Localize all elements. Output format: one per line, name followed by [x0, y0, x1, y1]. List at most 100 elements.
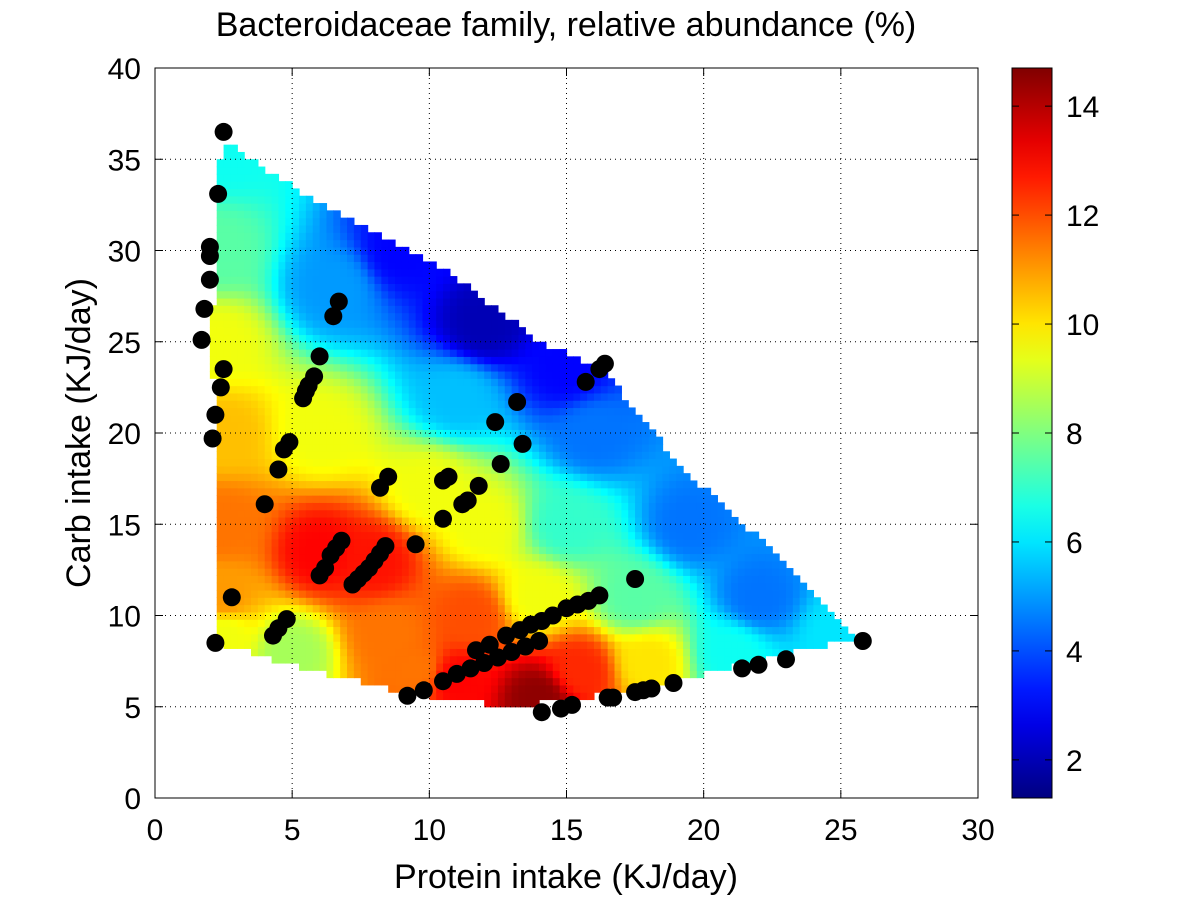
heat-cell	[436, 283, 444, 292]
heat-cell	[772, 604, 780, 613]
heat-cell	[299, 487, 307, 496]
heat-cell	[305, 655, 314, 664]
heat-cell	[607, 400, 616, 409]
heat-cell	[765, 568, 773, 576]
heat-cell	[566, 509, 574, 518]
heat-cell	[600, 655, 609, 664]
heat-cell	[518, 611, 526, 620]
heat-cell	[731, 589, 739, 598]
heat-cell	[737, 553, 746, 562]
heat-cell	[374, 516, 382, 525]
heat-cell	[278, 509, 286, 518]
heat-cell	[305, 575, 314, 584]
heat-cell	[230, 297, 238, 306]
heat-cell	[278, 283, 286, 292]
heat-cell	[717, 648, 725, 657]
heat-cell	[271, 575, 280, 584]
heat-cell	[216, 480, 225, 489]
heat-cell	[484, 546, 492, 555]
heat-cell	[257, 487, 266, 496]
heat-cell	[395, 356, 403, 365]
heat-cell	[573, 422, 581, 430]
heat-cell	[271, 400, 280, 409]
heat-cell	[717, 597, 725, 606]
heat-cell	[257, 261, 266, 270]
heat-cell	[353, 516, 362, 525]
heat-cell	[299, 633, 307, 642]
heat-cell	[470, 509, 478, 518]
heat-cell	[264, 378, 273, 387]
heat-cell	[628, 538, 636, 547]
heat-cell	[401, 641, 410, 649]
heat-cell	[635, 553, 643, 562]
heat-cell	[388, 327, 396, 336]
heat-cell	[374, 268, 382, 277]
heat-cell	[477, 436, 485, 445]
heat-cell	[422, 370, 430, 379]
heat-cell	[299, 203, 307, 211]
heat-cell	[319, 655, 328, 664]
heat-cell	[374, 648, 382, 657]
heat-cell	[669, 538, 677, 547]
data-point	[486, 413, 505, 432]
heat-cell	[374, 473, 382, 482]
heat-cell	[257, 392, 266, 401]
heat-cell	[292, 385, 300, 394]
heat-cell	[347, 436, 355, 445]
heat-cell	[401, 378, 410, 387]
heat-cell	[353, 276, 362, 284]
heat-cell	[484, 327, 492, 336]
heat-cell	[395, 677, 403, 686]
heat-cell	[566, 473, 574, 482]
heat-cell	[484, 370, 492, 379]
data-point	[447, 664, 466, 683]
heat-cell	[669, 568, 677, 576]
heat-cell	[539, 436, 547, 445]
heat-cell	[456, 684, 465, 693]
heat-cell	[264, 203, 273, 211]
heat-cell	[436, 400, 444, 409]
heat-cell	[511, 684, 520, 693]
heat-cell	[209, 334, 218, 343]
heat-cell	[655, 662, 664, 671]
heat-cell	[449, 436, 458, 445]
heat-cell	[566, 538, 574, 547]
heat-cell	[525, 502, 533, 511]
heat-cell	[607, 604, 616, 613]
heat-cell	[436, 597, 444, 606]
heat-cell	[443, 407, 451, 416]
heat-cell	[223, 261, 232, 270]
heat-cell	[367, 232, 376, 241]
heat-cell	[408, 370, 417, 379]
heat-cell	[641, 670, 650, 679]
heat-cell	[237, 246, 245, 255]
heat-cell	[347, 407, 355, 416]
heat-cell	[415, 378, 424, 387]
heat-cell	[566, 443, 574, 452]
heat-cell	[751, 589, 760, 598]
colorbar-tick-label: 2	[1066, 745, 1083, 778]
heat-cell	[305, 626, 314, 635]
heat-cell	[223, 429, 232, 438]
heat-cell	[244, 568, 252, 576]
heat-cell	[806, 619, 814, 628]
heat-cell	[676, 553, 684, 562]
heat-cell	[367, 283, 376, 292]
heat-cell	[758, 553, 766, 562]
heat-cell	[758, 589, 766, 598]
heat-cell	[340, 392, 348, 401]
heat-cell	[436, 312, 444, 321]
heat-cell	[497, 429, 506, 438]
heat-cell	[785, 626, 794, 635]
heat-cell	[319, 641, 328, 649]
heat-cell	[580, 480, 588, 489]
heat-cell	[257, 356, 266, 365]
heat-cell	[271, 516, 280, 525]
heat-cell	[347, 341, 355, 350]
heat-cell	[429, 370, 437, 379]
heat-cell	[264, 524, 273, 533]
heat-cell	[580, 429, 588, 438]
heat-cell	[628, 502, 636, 511]
heat-cell	[285, 633, 293, 642]
heat-cell	[429, 553, 437, 562]
